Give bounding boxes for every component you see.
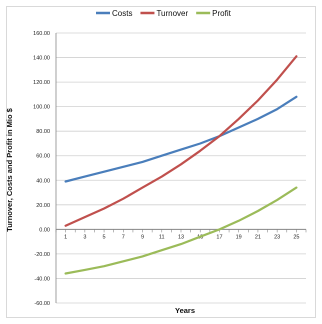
y-tick-label: 60.00 — [36, 154, 50, 160]
y-tick-label: -60.00 — [34, 301, 50, 307]
series-line-costs — [64, 95, 298, 183]
legend-label-costs: Costs — [112, 9, 132, 18]
y-tick-label: 120.00 — [33, 80, 50, 86]
x-tick-label: 5 — [103, 234, 106, 240]
x-tick-label: 19 — [236, 234, 242, 240]
x-tick-label: 9 — [141, 234, 144, 240]
y-tick-label: 140.00 — [33, 56, 50, 62]
x-tick-label: 21 — [255, 234, 261, 240]
series-line-turnover — [64, 55, 298, 227]
y-tick-label: 40.00 — [36, 178, 50, 184]
x-tick-label: 7 — [122, 234, 125, 240]
y-tick-label: 100.00 — [33, 105, 50, 111]
legend: Costs Turnover Profit — [96, 9, 232, 18]
x-tick-label: 13 — [178, 234, 184, 240]
y-tick-label: -40.00 — [34, 276, 50, 282]
chart-frame — [6, 6, 316, 318]
series-line-profit — [64, 186, 298, 275]
y-tick-label: 80.00 — [36, 129, 50, 135]
x-tick-label: 1 — [64, 234, 67, 240]
y-tick-label: 160.00 — [33, 31, 50, 37]
gridlines — [55, 32, 306, 304]
y-axis-title: Turnover, Costs and Profit in Mio $ — [5, 107, 14, 231]
y-axis-ticks: -60.00 -40.00 -20.00 0.00 20.00 40.00 60.00 80.… — [33, 31, 50, 307]
legend-label-profit: Profit — [212, 9, 231, 18]
x-axis-title: Years — [175, 306, 195, 315]
y-tick-label: 20.00 — [36, 203, 50, 209]
legend-label-turnover: Turnover — [156, 9, 188, 18]
x-tick-label: 25 — [293, 234, 299, 240]
series-lines — [64, 55, 298, 275]
x-tick-label: 11 — [159, 234, 165, 240]
x-tick-label: 23 — [274, 234, 280, 240]
x-tick-label: 3 — [83, 234, 86, 240]
y-tick-label: -20.00 — [34, 252, 50, 258]
x-tick-label: 17 — [216, 234, 222, 240]
y-tick-label: 0.00 — [39, 227, 50, 233]
